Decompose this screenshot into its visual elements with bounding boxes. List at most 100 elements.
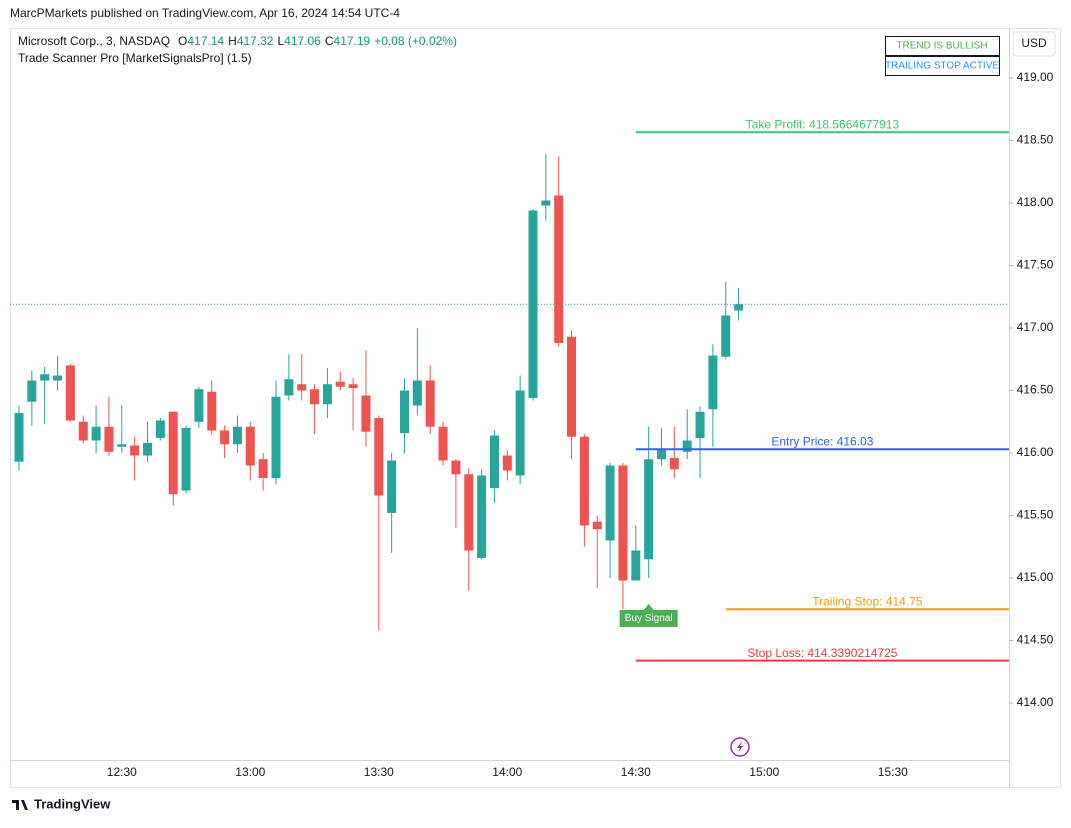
candle-body xyxy=(734,304,744,311)
candle-body xyxy=(605,465,615,541)
candle-body xyxy=(657,449,666,460)
level-label: Take Profit: 418.5664677913 xyxy=(746,117,900,131)
status-text: TRAILING STOP ACTIVE xyxy=(885,61,999,72)
candle-body xyxy=(322,384,332,405)
x-tick-label: 14:00 xyxy=(492,765,522,779)
candle-body xyxy=(104,426,114,452)
y-tick-label: 414.50 xyxy=(1017,633,1054,647)
candle-body xyxy=(284,379,294,396)
candle-body xyxy=(477,475,487,558)
ohlc-label: L xyxy=(277,34,284,48)
candle-body xyxy=(669,458,679,470)
published-note: MarcPMarkets published on TradingView.co… xyxy=(10,6,400,20)
candle-body xyxy=(53,375,63,381)
candle-body xyxy=(695,411,705,438)
candle-body xyxy=(91,426,101,441)
ohlc-label: O xyxy=(178,34,187,48)
candle-body xyxy=(592,521,602,530)
candle-body xyxy=(554,195,564,343)
legend: Microsoft Corp., 3, NASDAQ O417.14 H417.32… xyxy=(18,34,457,48)
status-box xyxy=(885,56,1000,76)
y-tick-label: 419.00 xyxy=(1017,70,1054,84)
ohlc-label: C xyxy=(325,34,334,48)
status-text: TREND IS BULLISH xyxy=(896,41,987,52)
candle-body xyxy=(644,459,654,560)
candle-body xyxy=(65,365,75,421)
candle-body xyxy=(78,421,88,441)
event-icon-bolt xyxy=(737,741,743,753)
change: +0.08 (+0.02%) xyxy=(374,34,457,48)
candle-body xyxy=(579,436,589,526)
candle-body xyxy=(631,550,641,581)
status-box xyxy=(885,36,1000,56)
x-tick-label: 15:30 xyxy=(878,765,908,779)
x-tick-label: 13:00 xyxy=(235,765,265,779)
x-tick-label: 13:30 xyxy=(364,765,394,779)
y-tick-label: 417.00 xyxy=(1017,320,1054,334)
candle-body xyxy=(387,460,397,513)
candle-body xyxy=(14,413,24,462)
candle-body xyxy=(207,391,217,431)
currency-button[interactable] xyxy=(1012,31,1056,57)
ohlc-label: H xyxy=(228,34,237,48)
candle-body xyxy=(194,389,204,422)
ohlc-value: 417.14 xyxy=(187,34,224,48)
level-label: Trailing Stop: 414.75 xyxy=(812,594,923,608)
candle-body xyxy=(27,380,37,402)
tv-logo xyxy=(12,800,28,810)
candle-body xyxy=(348,384,358,388)
candle-body xyxy=(502,455,512,471)
footer-brand: TradingView xyxy=(34,796,111,811)
candle-body xyxy=(400,390,409,433)
ohlc-value: 417.32 xyxy=(237,34,274,48)
candle-body xyxy=(412,380,422,406)
y-tick-label: 416.50 xyxy=(1017,383,1054,397)
candle-body xyxy=(245,426,255,466)
candle-body xyxy=(40,374,50,381)
y-tick-label: 416.00 xyxy=(1017,445,1054,459)
candle-body xyxy=(361,395,371,432)
candle-body xyxy=(567,336,577,437)
event-icon[interactable] xyxy=(730,737,750,757)
candle-body xyxy=(117,444,127,447)
indicator-name: Trade Scanner Pro [MarketSignalsPro] (1.… xyxy=(18,51,252,65)
candle-body xyxy=(335,381,345,387)
x-tick-label: 14:30 xyxy=(621,765,651,779)
candle-body xyxy=(489,435,499,488)
candle-body xyxy=(721,315,731,357)
candle-body xyxy=(618,465,628,581)
candle-body xyxy=(310,389,320,405)
x-tick-label: 15:00 xyxy=(749,765,779,779)
candle-body xyxy=(464,474,474,551)
y-tick-label: 418.00 xyxy=(1017,195,1054,209)
x-tick-label: 12:30 xyxy=(107,765,137,779)
y-tick-label: 415.50 xyxy=(1017,508,1054,522)
candle-body xyxy=(155,420,165,438)
signal-box xyxy=(619,604,678,627)
candle-body xyxy=(130,445,140,456)
candle-body xyxy=(297,384,307,391)
symbol: Microsoft Corp., 3, NASDAQ xyxy=(18,34,170,48)
candle-body xyxy=(168,411,178,495)
candle-body xyxy=(438,426,448,461)
candle-body xyxy=(451,460,461,475)
candle-body xyxy=(220,430,230,445)
candle-body xyxy=(374,418,384,496)
level-label: Entry Price: 416.03 xyxy=(771,434,873,448)
candle-body xyxy=(181,428,191,491)
currency[interactable]: USD xyxy=(1021,36,1047,50)
ohlc-value: 417.19 xyxy=(334,34,371,48)
candle-body xyxy=(232,426,242,445)
candle-body xyxy=(258,459,268,478)
y-tick-label: 415.00 xyxy=(1017,570,1054,584)
candle-body xyxy=(143,443,152,456)
ohlc-value: 417.06 xyxy=(284,34,321,48)
candle-body xyxy=(682,440,692,452)
candle-body xyxy=(271,396,281,478)
signal-text: Buy Signal xyxy=(625,613,673,624)
candle-body xyxy=(425,380,435,427)
level-label: Stop Loss: 414.3390214725 xyxy=(747,646,897,660)
candle-body xyxy=(708,355,718,410)
chart-frame xyxy=(10,28,1061,788)
y-tick-label: 418.50 xyxy=(1017,133,1054,147)
